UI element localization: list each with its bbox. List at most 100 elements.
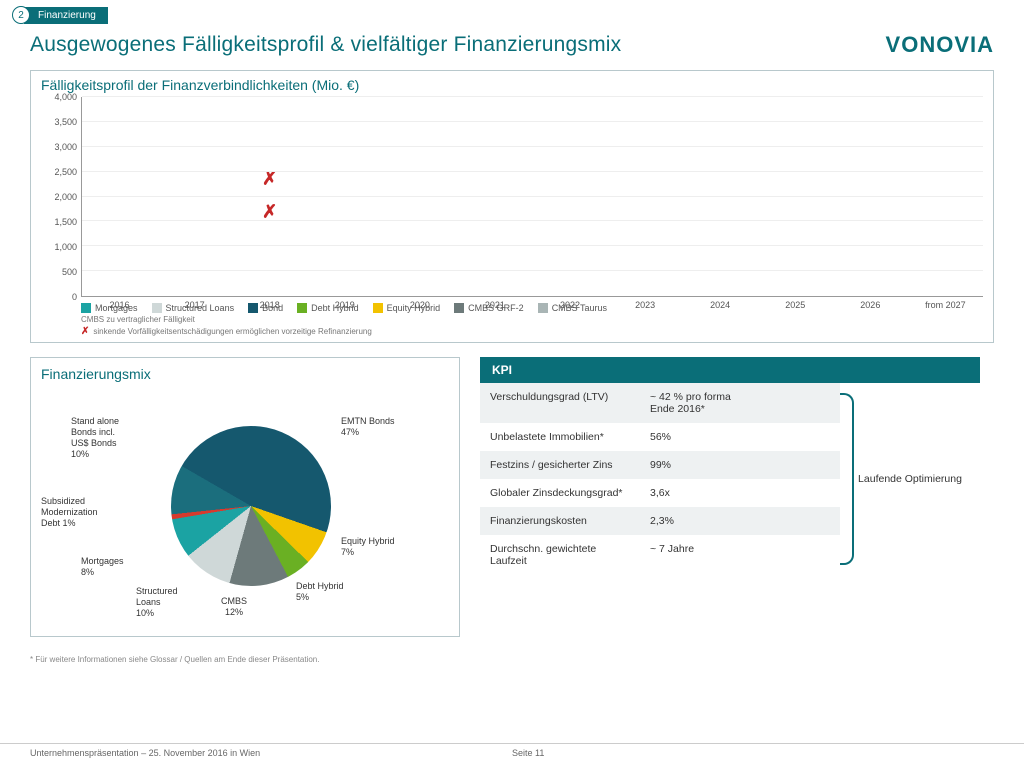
grid-line [82,146,983,147]
bar-slot: 2017 [157,97,232,296]
kpi-label: Finanzierungskosten [480,507,640,535]
kpi-body: Verschuldungsgrad (LTV)~ 42 % pro forma … [480,383,980,575]
grid-line [82,196,983,197]
pie-chart [171,426,331,586]
bar-slot: 2022 [532,97,607,296]
bar-chart: 05001,0001,5002,0002,5003,0003,5004,000 … [41,97,983,297]
red-x-icon: ✗ [81,325,89,338]
kpi-value: 56% [640,423,760,451]
bar-slot: 2025 [758,97,833,296]
x-label: 2025 [758,296,833,310]
kpi-table: Verschuldungsgrad (LTV)~ 42 % pro forma … [480,383,840,575]
x-label: 2016 [82,296,157,310]
kpi-row: Finanzierungskosten2,3% [480,507,840,535]
pie-label: Debt Hybrid5% [296,581,344,603]
kpi-header: KPI [480,357,980,383]
lower-row: Finanzierungsmix EMTN Bonds47% Equity Hyb… [0,343,1024,637]
y-tick: 2,000 [54,192,77,202]
kpi-side-label: Laufende Optimierung [858,473,962,485]
y-tick: 3,500 [54,117,77,127]
bar-slot: 2021 [457,97,532,296]
pie-label: Mortgages8% [81,556,124,578]
pie-label: Stand aloneBonds incl.US$ Bonds10% [71,416,119,459]
pie-label: CMBS12% [221,596,247,618]
pie-label: StructuredLoans10% [136,586,178,618]
kpi-value: ~ 42 % pro forma Ende 2016* [640,383,760,423]
x-label: 2017 [157,296,232,310]
logo: VONOVIA [886,32,994,58]
bar-slot: 2020 [382,97,457,296]
kpi-side: Laufende Optimierung [840,383,980,575]
y-tick: 1,000 [54,242,77,252]
kpi-row: Festzins / gesicherter Zins99% [480,451,840,479]
grid-line [82,171,983,172]
bar-slot: 2018✗✗ [232,97,307,296]
grid-line [82,245,983,246]
title-row: Ausgewogenes Fälligkeitsprofil & vielfäl… [0,24,1024,64]
footnote: * Für weitere Informationen siehe Glossa… [0,637,1024,664]
footer-mid: Seite 11 [512,748,994,758]
kpi-label: Globaler Zinsdeckungsgrad* [480,479,640,507]
bar-slot: from 2027 [908,97,983,296]
x-label: from 2027 [908,296,983,310]
page-title: Ausgewogenes Fälligkeitsprofil & vielfäl… [30,33,621,57]
kpi-value: 3,6x [640,479,760,507]
kpi-label: Unbelastete Immobilien* [480,423,640,451]
bar-slot: 2024 [683,97,758,296]
bar-slot: 2023 [608,97,683,296]
bar-chart-panel: Fälligkeitsprofil der Finanzverbindlichk… [30,70,994,343]
pie-panel: Finanzierungsmix EMTN Bonds47% Equity Hyb… [30,357,460,637]
bar-slot: 2026 [833,97,908,296]
bracket-icon [840,393,854,565]
y-tick: 1,500 [54,217,77,227]
kpi-panel: KPI Verschuldungsgrad (LTV)~ 42 % pro fo… [480,357,980,637]
kpi-label: Verschuldungsgrad (LTV) [480,383,640,423]
bar-slot: 2016 [82,97,157,296]
grid-line [82,270,983,271]
y-tick: 2,500 [54,167,77,177]
bar-slot: 2019 [307,97,382,296]
y-tick: 4,000 [54,92,77,102]
y-axis: 05001,0001,5002,0002,5003,0003,5004,000 [41,97,81,297]
pie-label: EMTN Bonds47% [341,416,395,438]
kpi-row: Globaler Zinsdeckungsgrad*3,6x [480,479,840,507]
bars-container: 201620172018✗✗20192020202120222023202420… [82,97,983,296]
bar-chart-notes: CMBS zu vertraglicher Fälligkeit ✗ sinke… [41,315,983,338]
y-tick: 0 [72,292,77,302]
bar-chart-title: Fälligkeitsprofil der Finanzverbindlichk… [41,77,983,93]
grid-line [82,96,983,97]
kpi-row: Unbelastete Immobilien*56% [480,423,840,451]
footer: Unternehmenspräsentation – 25. November … [0,743,1024,758]
kpi-value: 99% [640,451,760,479]
note-1: CMBS zu vertraglicher Fälligkeit [81,315,983,325]
note-2-row: ✗ sinkende Vorfälligkeitsentschädigungen… [81,325,983,338]
kpi-value: ~ 7 Jahre [640,535,760,575]
x-label: 2026 [833,296,908,310]
kpi-value: 2,3% [640,507,760,535]
x-label: 2024 [683,296,758,310]
pie-title: Finanzierungsmix [41,366,449,382]
x-label: 2019 [307,296,382,310]
kpi-label: Durchschn. gewichtete Laufzeit [480,535,640,575]
pie-label: SubsidizedModernizationDebt 1% [41,496,98,528]
x-label: 2022 [532,296,607,310]
pie-label: Equity Hybrid7% [341,536,395,558]
section-number: 2 [12,6,30,24]
section-tag-row: 2 Finanzierung [0,0,1024,24]
kpi-label: Festzins / gesicherter Zins [480,451,640,479]
pie-wrap: EMTN Bonds47% Equity Hybrid7% Debt Hybrid5… [41,386,449,616]
x-label: 2021 [457,296,532,310]
footer-left: Unternehmenspräsentation – 25. November … [30,748,512,758]
grid-line [82,121,983,122]
plot-area: 201620172018✗✗20192020202120222023202420… [81,97,983,297]
x-label: 2018 [232,296,307,310]
kpi-row: Verschuldungsgrad (LTV)~ 42 % pro forma … [480,383,840,423]
x-label: 2023 [608,296,683,310]
y-tick: 3,000 [54,142,77,152]
kpi-row: Durchschn. gewichtete Laufzeit~ 7 Jahre [480,535,840,575]
grid-line [82,220,983,221]
section-tag: Finanzierung [24,7,108,24]
x-label: 2020 [382,296,457,310]
note-2: sinkende Vorfälligkeitsentschädigungen e… [93,327,371,337]
y-tick: 500 [62,267,77,277]
